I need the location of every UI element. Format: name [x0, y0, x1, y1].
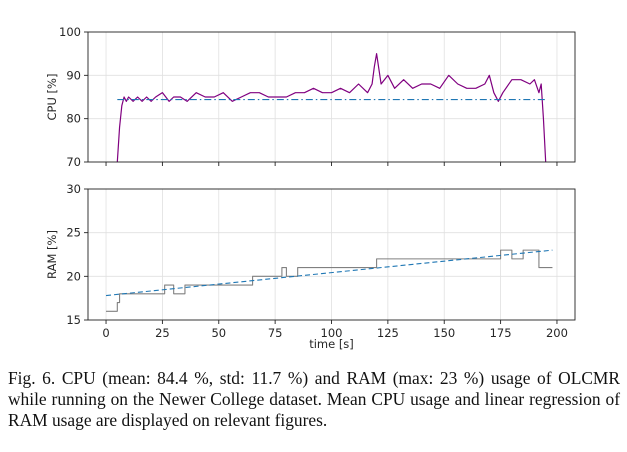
x-tick-label: 100 [321, 326, 343, 340]
y-tick-label: 20 [66, 269, 81, 283]
series-line-0 [116, 53, 547, 162]
y-tick-label: 30 [66, 182, 81, 196]
x-tick-label: 150 [433, 326, 455, 340]
x-tick-label: 50 [211, 326, 226, 340]
x-tick-label: 25 [155, 326, 170, 340]
y-axis-label: CPU [%] [45, 74, 59, 121]
figure-caption: Fig. 6. CPU (mean: 84.4 %, std: 11.7 %) … [8, 368, 620, 430]
x-tick-label: 0 [102, 326, 109, 340]
x-tick-label: 75 [268, 326, 283, 340]
x-tick-label: 175 [490, 326, 512, 340]
series-line-0 [106, 249, 553, 312]
x-tick-label: 200 [546, 326, 568, 340]
figure: 70 80 90 100 CPU [%] 15 20 25 30 0 25 50 75 100 125 150… [45, 25, 576, 351]
y-tick-label: 100 [59, 25, 81, 39]
y-tick-label: 15 [66, 313, 81, 327]
series-line-1 [105, 249, 553, 297]
x-tick-label: 125 [377, 326, 399, 340]
subplot-cpu: 70 80 90 100 CPU [%] [45, 25, 576, 169]
y-tick-label: 70 [66, 155, 81, 169]
x-axis-label: time [s] [309, 337, 354, 351]
y-tick-label: 25 [66, 226, 81, 240]
y-tick-label: 90 [66, 68, 81, 82]
subplot-ram: 15 20 25 30 0 25 50 75 100 125 150 175 200 RAM [%] tim… [45, 182, 576, 351]
y-axis-label: RAM [%] [45, 230, 59, 279]
y-tick-label: 80 [66, 112, 81, 126]
